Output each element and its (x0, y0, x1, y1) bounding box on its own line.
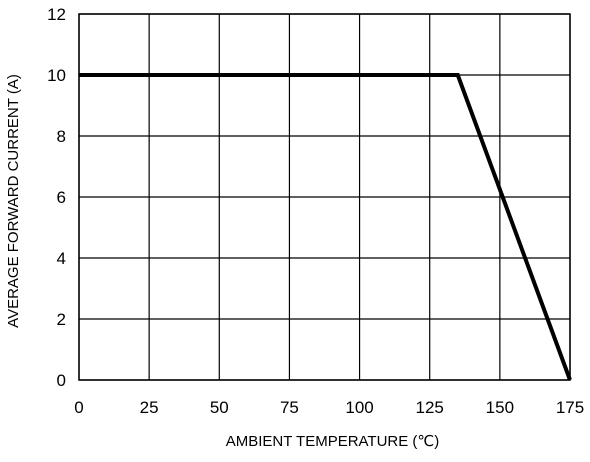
x-tick-labels: 0 25 50 75 100 125 150 175 (74, 398, 584, 417)
x-tick-label-75: 75 (280, 398, 299, 417)
y-tick-label-6: 6 (57, 188, 66, 207)
y-tick-label-2: 2 (57, 310, 66, 329)
x-tick-label-175: 175 (556, 398, 584, 417)
x-tick-label-150: 150 (486, 398, 514, 417)
y-axis-title: AVERAGE FORWARD CURRENT (A) (5, 74, 22, 328)
x-tick-label-100: 100 (345, 398, 373, 417)
x-axis-title: AMBIENT TEMPERATURE (℃) (226, 433, 440, 450)
y-tick-label-0: 0 (57, 371, 66, 390)
y-tick-label-10: 10 (47, 66, 66, 85)
x-tick-label-25: 25 (140, 398, 159, 417)
y-tick-label-12: 12 (47, 5, 66, 24)
grid-lines (78, 13, 571, 381)
x-tick-label-50: 50 (210, 398, 229, 417)
y-tick-labels: 0 2 4 6 8 10 12 (47, 5, 66, 390)
y-tick-label-8: 8 (57, 127, 66, 146)
x-tick-label-125: 125 (416, 398, 444, 417)
series-line-0 (79, 73, 572, 381)
y-tick-label-4: 4 (57, 249, 66, 268)
series-layer (79, 73, 572, 381)
plot-frame (78, 13, 571, 381)
x-tick-label-0: 0 (74, 398, 83, 417)
